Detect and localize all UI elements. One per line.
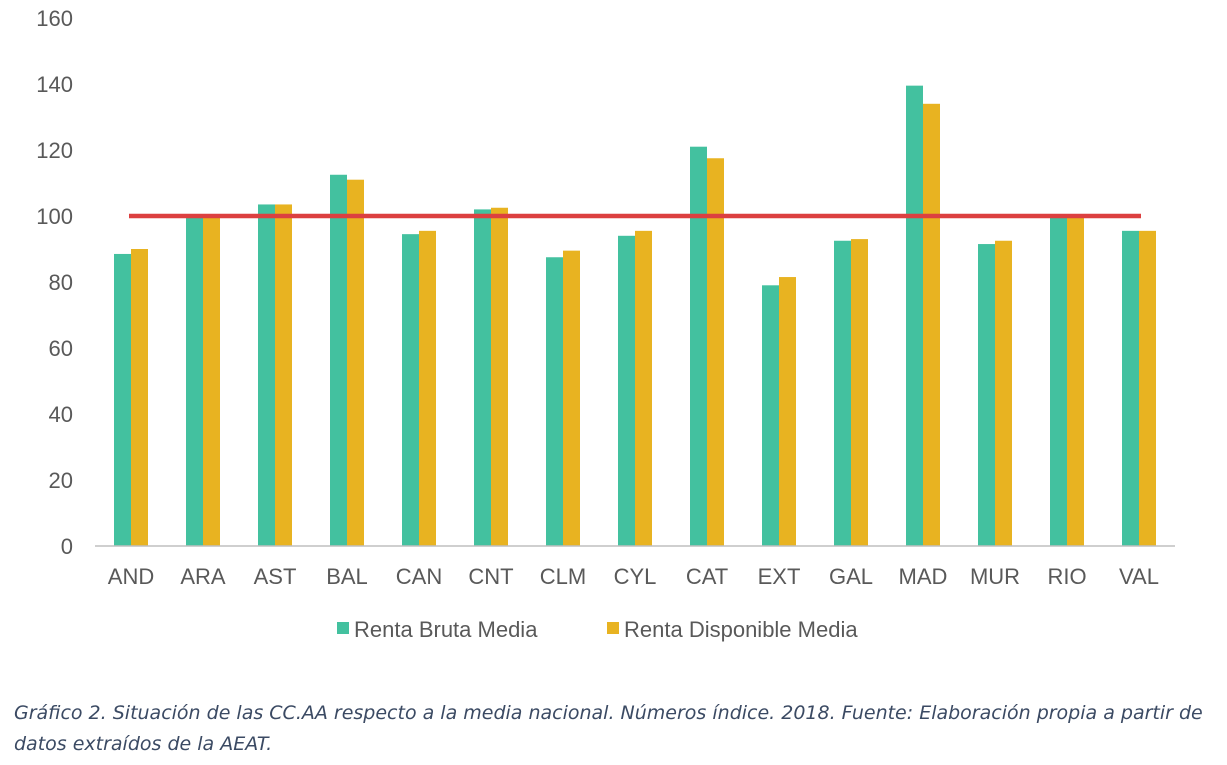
- x-tick-label: VAL: [1119, 564, 1159, 589]
- y-tick-label: 160: [36, 6, 73, 31]
- x-tick-label: RIO: [1047, 564, 1086, 589]
- x-tick-label: AND: [108, 564, 154, 589]
- bar-chart: 0 20 40 60 80 100 120 140 160 AND ARA AST BAL CAN CNT…: [36, 6, 1175, 642]
- bar-bal-series-2: [347, 179, 364, 546]
- bar-cat-series-2: [707, 158, 724, 546]
- x-tick-label: EXT: [758, 564, 801, 589]
- y-tick-label: 0: [61, 534, 73, 559]
- x-tick-label: ARA: [180, 564, 226, 589]
- bar-ext-series-2: [779, 277, 796, 546]
- bar-mur-series-1: [978, 244, 995, 547]
- bar-cnt-series-2: [491, 207, 508, 546]
- bar-ara-series-1: [186, 216, 203, 546]
- x-tick-label: MUR: [970, 564, 1020, 589]
- bar-cnt-series-1: [474, 209, 491, 546]
- y-tick-label: 100: [36, 204, 73, 229]
- x-tick-label: AST: [254, 564, 297, 589]
- bar-cat-series-1: [690, 146, 707, 546]
- bars: [114, 85, 1156, 547]
- x-tick-label: CAN: [396, 564, 442, 589]
- bar-mad-series-1: [906, 85, 923, 547]
- y-tick-label: 80: [49, 270, 73, 295]
- bar-ara-series-2: [203, 216, 220, 546]
- bar-gal-series-1: [834, 240, 851, 546]
- x-tick-label: CYL: [614, 564, 657, 589]
- bar-and-series-2: [131, 249, 148, 546]
- bar-cyl-series-2: [635, 230, 652, 546]
- bar-val-series-2: [1139, 230, 1156, 546]
- x-tick-label: GAL: [829, 564, 873, 589]
- y-tick-label: 60: [49, 336, 73, 361]
- bar-and-series-1: [114, 253, 131, 546]
- bar-val-series-1: [1122, 230, 1139, 546]
- bar-ext-series-1: [762, 285, 779, 546]
- x-axis-ticks: AND ARA AST BAL CAN CNT CLM CYL CAT EXT GAL MAD MUR R…: [108, 564, 1159, 589]
- y-tick-label: 20: [49, 468, 73, 493]
- x-tick-label: MAD: [899, 564, 948, 589]
- bar-gal-series-2: [851, 239, 868, 546]
- bar-rio-series-2: [1067, 217, 1084, 546]
- y-axis-ticks: 0 20 40 60 80 100 120 140 160: [36, 6, 73, 559]
- x-tick-label: CNT: [468, 564, 513, 589]
- x-tick-label: CAT: [686, 564, 728, 589]
- figure-caption: Gráfico 2. Situación de las CC.AA respec…: [14, 702, 1203, 755]
- bar-cyl-series-1: [618, 235, 635, 547]
- legend-swatch-series-1: [337, 622, 349, 634]
- legend: Renta Bruta Media Renta Disponible Media: [337, 617, 858, 642]
- x-tick-label: BAL: [326, 564, 368, 589]
- bar-clm-series-2: [563, 250, 580, 546]
- y-tick-label: 40: [49, 402, 73, 427]
- y-tick-label: 140: [36, 72, 73, 97]
- legend-label-series-1: Renta Bruta Media: [354, 617, 538, 642]
- bar-can-series-1: [402, 234, 419, 546]
- bar-ast-series-1: [258, 204, 275, 546]
- bar-can-series-2: [419, 230, 436, 546]
- bar-ast-series-2: [275, 204, 292, 546]
- legend-label-series-2: Renta Disponible Media: [624, 617, 858, 642]
- bar-bal-series-1: [330, 174, 347, 546]
- x-tick-label: CLM: [540, 564, 586, 589]
- bar-mad-series-2: [923, 103, 940, 547]
- bar-mur-series-2: [995, 240, 1012, 546]
- y-tick-label: 120: [36, 138, 73, 163]
- bar-rio-series-1: [1050, 217, 1067, 546]
- legend-swatch-series-2: [607, 622, 619, 634]
- bar-clm-series-1: [546, 257, 563, 546]
